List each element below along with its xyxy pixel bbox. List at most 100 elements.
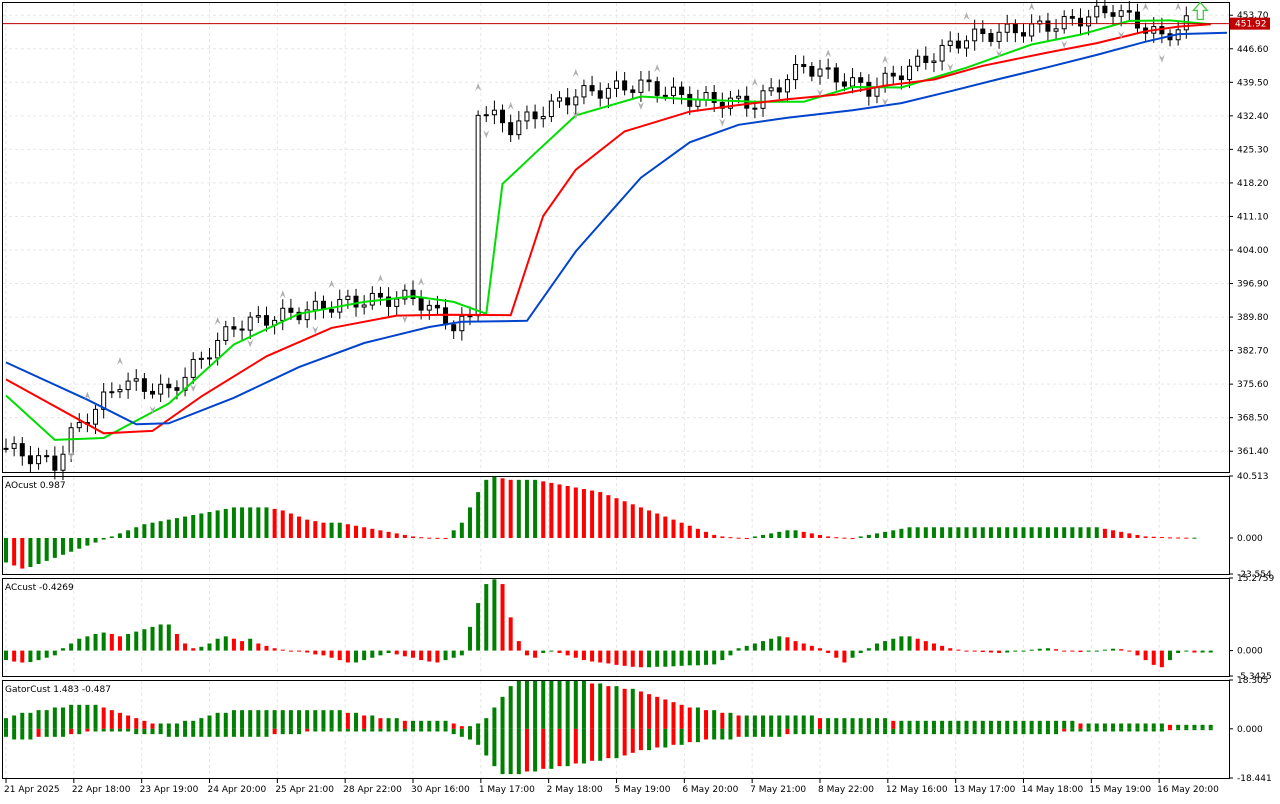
gator-bar <box>467 726 472 729</box>
gator-bar <box>354 728 359 732</box>
gator-bar <box>948 728 953 735</box>
ac-bar <box>1054 649 1059 651</box>
candle-body-down <box>239 328 245 331</box>
gator-bar <box>793 728 798 735</box>
gator-bar <box>940 728 945 735</box>
candle-body-up <box>573 96 579 106</box>
gator-bar <box>671 728 676 745</box>
gator-bar <box>419 728 424 732</box>
gator-bar <box>736 728 741 737</box>
ac-bar <box>329 650 334 658</box>
candle-body-up <box>1053 28 1059 32</box>
ac-bar <box>581 650 586 661</box>
gator-bar <box>240 728 245 737</box>
candle <box>898 66 904 90</box>
candle <box>841 73 847 92</box>
ao-bar <box>142 524 147 538</box>
gator-bar <box>516 680 521 729</box>
ao-bar <box>622 501 627 538</box>
candle-body-down <box>1126 10 1132 13</box>
ac-bar <box>704 650 709 665</box>
gator-bar <box>834 728 839 735</box>
gator-bar <box>704 710 709 729</box>
candle-body-down <box>353 295 359 308</box>
candle-body-up <box>825 67 831 70</box>
ac-bar <box>199 646 204 651</box>
gator-bar <box>36 710 41 729</box>
gator-bar <box>280 728 285 735</box>
gator-bar <box>1054 720 1059 729</box>
gator-bar <box>500 696 505 729</box>
ao-bar <box>313 521 318 538</box>
candle <box>605 83 611 109</box>
candle-body-up <box>117 389 123 393</box>
time-axis-label: 1 May 17:00 <box>479 785 535 795</box>
gator-bar <box>4 728 8 737</box>
ao-bar <box>231 507 236 538</box>
gator-bar <box>313 728 318 732</box>
ao-bar <box>883 531 888 538</box>
time-axis-label: 21 Apr 2025 <box>4 785 60 795</box>
ao-bar <box>524 479 529 538</box>
candle <box>117 384 123 399</box>
ac-bar <box>337 650 342 661</box>
candle <box>825 58 831 79</box>
ao-bar <box>834 537 839 539</box>
ac-bar <box>183 643 188 651</box>
candle <box>369 286 375 310</box>
gator-bar <box>354 712 359 729</box>
ac-bar <box>655 650 660 667</box>
gator-bar <box>467 728 472 740</box>
ao-bar <box>899 528 904 538</box>
ac-bar <box>866 648 871 651</box>
candle-body-up <box>93 408 99 425</box>
gator-bar <box>52 707 57 729</box>
gator-bar <box>248 710 253 729</box>
fractal-down-marker <box>149 405 156 414</box>
gator-tick-label: 0.000 <box>1237 725 1263 735</box>
candle <box>1077 8 1083 36</box>
candle <box>1061 10 1067 34</box>
gator-bar <box>655 728 660 748</box>
ac-bar <box>1200 650 1205 653</box>
candle <box>19 437 25 466</box>
ao-bar <box>378 530 383 538</box>
gator-bar <box>915 728 920 735</box>
candle-body-up <box>345 295 351 300</box>
ac-bar <box>166 624 171 651</box>
gator-bar <box>370 728 375 732</box>
gator-bar <box>761 715 766 729</box>
ac-bar <box>386 650 391 653</box>
gator-bar <box>858 728 863 735</box>
ao-bar <box>394 533 399 538</box>
gator-bar <box>948 720 953 729</box>
gator-bar <box>231 728 236 737</box>
gator-bar <box>655 696 660 729</box>
candle-body-down <box>923 55 929 63</box>
fractal-down-marker <box>247 339 254 348</box>
gator-bar <box>240 710 245 729</box>
ao-bar <box>402 534 407 538</box>
candle-body-up <box>557 97 563 102</box>
gator-bar <box>223 712 228 729</box>
gator-bar <box>419 720 424 729</box>
gator-bar <box>533 680 538 729</box>
ac-bar <box>1119 649 1124 651</box>
candle <box>776 79 782 100</box>
gator-bar <box>174 728 179 737</box>
gator-bar <box>288 728 293 735</box>
price-tick-label: 432.40 <box>1237 112 1269 122</box>
candle-body-down <box>622 80 628 91</box>
ao-bar <box>614 498 619 538</box>
gator-bar <box>1029 728 1034 735</box>
ac-bar <box>370 650 375 658</box>
gator-bar <box>1208 728 1213 731</box>
ao-bar <box>370 528 375 538</box>
candle-body-up <box>947 40 953 46</box>
ac-bar <box>272 648 277 651</box>
ao-bar <box>630 504 635 538</box>
gator-bar <box>1200 724 1205 729</box>
gator-bar <box>28 712 33 729</box>
ac-bar <box>44 650 49 658</box>
